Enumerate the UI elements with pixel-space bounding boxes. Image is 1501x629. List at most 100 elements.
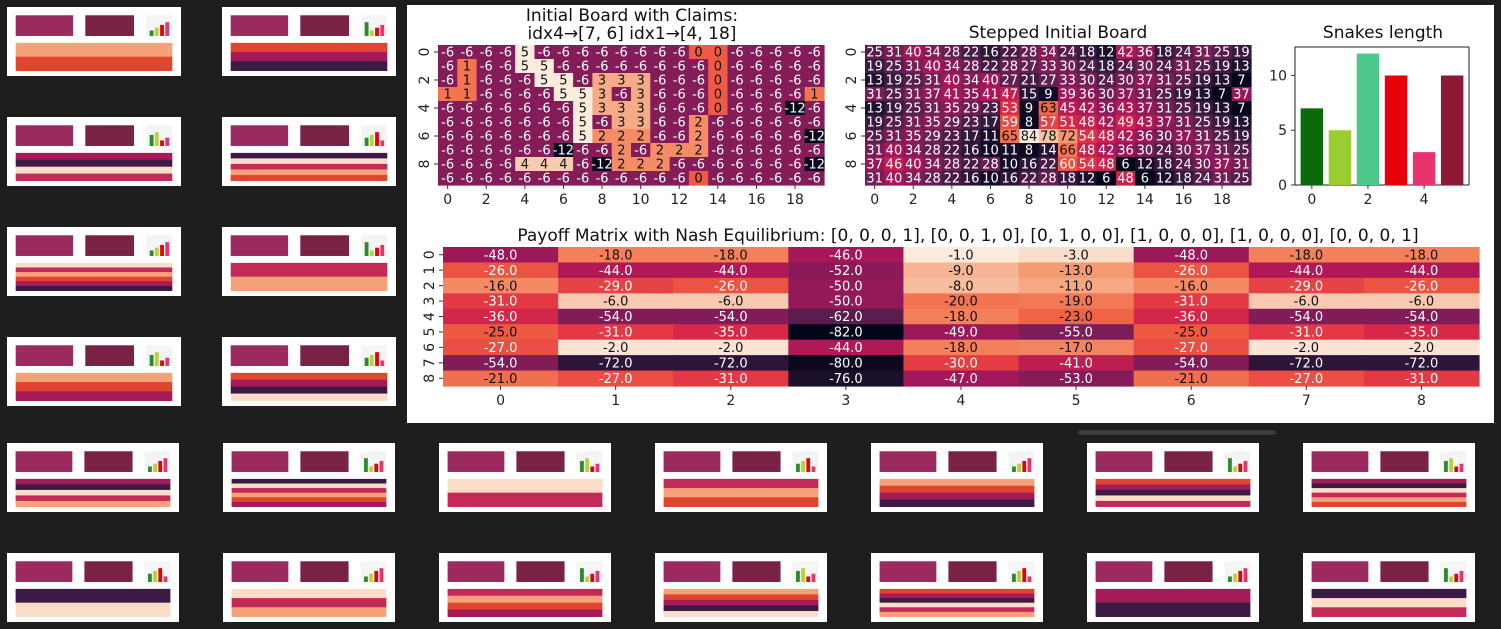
thumbnail-bar xyxy=(149,354,154,366)
stepped-board-cell-label: 24 xyxy=(1098,74,1115,89)
payoff-matrix-cell xyxy=(558,339,674,356)
thumbnail-payoff-row xyxy=(663,599,819,606)
horizontal-scrollbar[interactable] xyxy=(1078,430,1276,435)
thumbnail-bar xyxy=(154,132,159,146)
stepped-board-cell xyxy=(1173,73,1194,88)
thumbnail[interactable] xyxy=(871,553,1043,622)
initial-board-cell xyxy=(611,59,632,74)
thumbnail-payoff-row xyxy=(230,158,388,165)
stepped-board-cell xyxy=(1019,115,1040,130)
stepped-board-cell xyxy=(1231,129,1252,144)
initial-board-cell xyxy=(727,73,748,88)
initial-board-cell xyxy=(669,129,690,144)
stepped-board-cell xyxy=(1193,101,1213,116)
thumbnail-bar xyxy=(160,244,164,256)
initial-board-cell xyxy=(611,101,632,116)
thumbnail-board-b xyxy=(732,451,781,472)
stepped-board-cell xyxy=(942,171,963,186)
thumbnail[interactable] xyxy=(7,227,181,296)
initial-board-cell xyxy=(650,157,671,172)
initial-board-cell-label: -6 xyxy=(499,158,512,173)
stepped-board-cell xyxy=(1000,59,1020,74)
initial-board-cell-label: 3 xyxy=(637,102,645,117)
initial-board-cell-label: -6 xyxy=(731,102,744,117)
stepped-board-cell-label: 28 xyxy=(944,158,961,173)
payoff-matrix-cell xyxy=(558,277,674,294)
thumbnail[interactable] xyxy=(1087,443,1259,512)
initial-board-cell-label: 5 xyxy=(579,116,587,131)
thumbnail[interactable] xyxy=(222,337,396,406)
thumbnail[interactable] xyxy=(7,117,181,186)
initial-board-cell-label: -6 xyxy=(499,60,512,75)
thumbnail[interactable] xyxy=(223,443,395,512)
payoff-matrix-cell-label: -27.0 xyxy=(1290,372,1324,387)
initial-board-cell-label: -6 xyxy=(480,102,493,117)
stepped-board-cell-label: 28 xyxy=(1001,60,1018,75)
initial-board-cell xyxy=(495,157,516,172)
payoff-matrix-cell-label: -50.0 xyxy=(829,295,863,310)
thumbnail-payoff-row xyxy=(1311,483,1467,489)
initial-board-cell-label: -6 xyxy=(499,172,512,187)
stepped-board-cell xyxy=(884,157,905,172)
thumbnail[interactable] xyxy=(7,553,179,622)
thumbnail[interactable] xyxy=(439,553,611,622)
thumbnail[interactable] xyxy=(223,553,395,622)
payoff-matrix-cell-label: -44.0 xyxy=(1290,264,1324,279)
initial-board-cell-label: -6 xyxy=(789,116,802,131)
stepped-board-cell-label: 16 xyxy=(1001,172,1018,187)
initial-board-cell xyxy=(669,87,690,102)
payoff-matrix-cell xyxy=(443,355,559,372)
thumbnail-preview xyxy=(15,345,173,401)
thumbnail-bar xyxy=(580,460,584,472)
thumbnail[interactable] xyxy=(655,443,827,512)
initial-board-cell-label: 2 xyxy=(694,116,702,131)
thumbnail[interactable] xyxy=(7,7,181,76)
stepped-board-cell-label: 63 xyxy=(1040,102,1057,117)
payoff-matrix-cell-label: -17.0 xyxy=(1059,341,1093,356)
thumbnail[interactable] xyxy=(871,443,1043,512)
initial-board-cell xyxy=(688,171,709,186)
initial-board-cell xyxy=(708,129,729,144)
stepped-board-cell xyxy=(1115,45,1136,60)
thumbnail-bar xyxy=(165,22,170,36)
initial-board-cell xyxy=(746,171,767,186)
thumbnail-bar xyxy=(149,134,154,146)
thumbnail[interactable] xyxy=(222,7,396,76)
stepped-board-cell-label: 25 xyxy=(866,130,883,145)
payoff-matrix-cell xyxy=(1018,308,1135,325)
stepped-board-cell xyxy=(1077,157,1098,172)
payoff-matrix-cell xyxy=(1018,293,1135,310)
thumbnail[interactable] xyxy=(655,553,827,622)
payoff-matrix-cell xyxy=(673,262,789,279)
initial-board-cell xyxy=(457,157,478,172)
stepped-board-cell-label: 25 xyxy=(1175,74,1192,89)
stepped-board-cell xyxy=(1038,101,1059,116)
stepped-board-cell xyxy=(1019,157,1040,172)
initial-board-cell-label: 0 xyxy=(714,46,722,61)
thumbnail-payoff-row xyxy=(879,485,1035,494)
stepped-board-cell xyxy=(1096,73,1117,88)
initial-board-cell xyxy=(553,45,574,60)
stepped-board-cell xyxy=(903,101,924,116)
initial-board-cell-label: -6 xyxy=(731,60,744,75)
thumbnail[interactable] xyxy=(1087,553,1259,622)
stepped-board-cell xyxy=(1193,157,1213,172)
thumbnail-board-b xyxy=(1380,451,1429,472)
thumbnail[interactable] xyxy=(1303,553,1475,622)
thumbnail[interactable] xyxy=(222,227,396,296)
thumbnail[interactable] xyxy=(222,117,396,186)
stepped-board-cell xyxy=(1000,143,1020,158)
initial-board-cell xyxy=(573,59,593,74)
stepped-board-cell-label: 25 xyxy=(905,74,922,89)
initial-board-cell-label: -6 xyxy=(557,172,570,187)
thumbnail[interactable] xyxy=(439,443,611,512)
stepped-board-cell xyxy=(1135,73,1156,88)
initial-board-cell-label: -6 xyxy=(596,172,609,187)
thumbnail[interactable] xyxy=(1303,443,1475,512)
thumbnail[interactable] xyxy=(7,443,179,512)
stepped-board-cell xyxy=(1212,115,1233,130)
initial-board-cell xyxy=(746,157,767,172)
thumbnail[interactable] xyxy=(7,337,181,406)
initial-board-cell xyxy=(438,45,458,60)
thumbnail-board-b xyxy=(300,451,349,472)
